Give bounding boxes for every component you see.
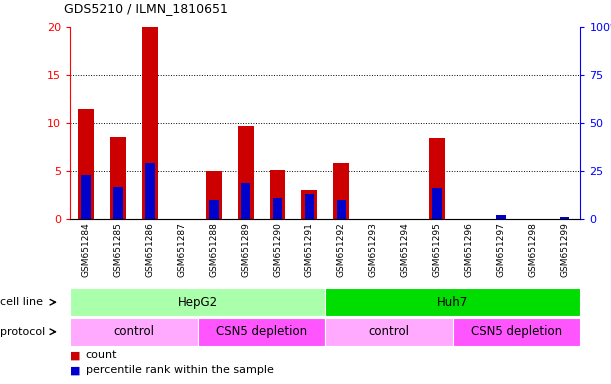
Text: HepG2: HepG2: [178, 296, 218, 309]
Bar: [496, 215, 505, 219]
Bar: [198, 318, 325, 346]
Bar: [337, 200, 346, 219]
Bar: [238, 126, 254, 219]
Bar: [145, 164, 155, 219]
Text: CSN5 depletion: CSN5 depletion: [216, 325, 307, 338]
Text: cell line: cell line: [0, 297, 43, 307]
Bar: [560, 217, 569, 219]
Bar: [429, 137, 445, 219]
Text: ■: ■: [70, 350, 81, 360]
Text: protocol: protocol: [0, 327, 45, 337]
Text: count: count: [86, 350, 117, 360]
Bar: [206, 171, 222, 219]
Text: ■: ■: [70, 366, 81, 376]
Bar: [78, 109, 94, 219]
Bar: [142, 27, 158, 219]
Bar: [432, 189, 442, 219]
Bar: [70, 288, 325, 316]
Bar: [453, 318, 580, 346]
Bar: [70, 318, 198, 346]
Bar: [273, 198, 282, 219]
Text: control: control: [114, 325, 155, 338]
Bar: [325, 318, 453, 346]
Bar: [81, 175, 91, 219]
Bar: [325, 288, 580, 316]
Bar: [113, 187, 123, 219]
Bar: [209, 200, 219, 219]
Text: GDS5210 / ILMN_1810651: GDS5210 / ILMN_1810651: [64, 2, 228, 15]
Text: Huh7: Huh7: [437, 296, 469, 309]
Bar: [301, 190, 317, 219]
Bar: [241, 183, 251, 219]
Bar: [334, 164, 349, 219]
Text: percentile rank within the sample: percentile rank within the sample: [86, 366, 273, 376]
Bar: [269, 170, 285, 219]
Text: control: control: [368, 325, 409, 338]
Bar: [110, 137, 126, 219]
Text: CSN5 depletion: CSN5 depletion: [471, 325, 562, 338]
Bar: [305, 194, 314, 219]
